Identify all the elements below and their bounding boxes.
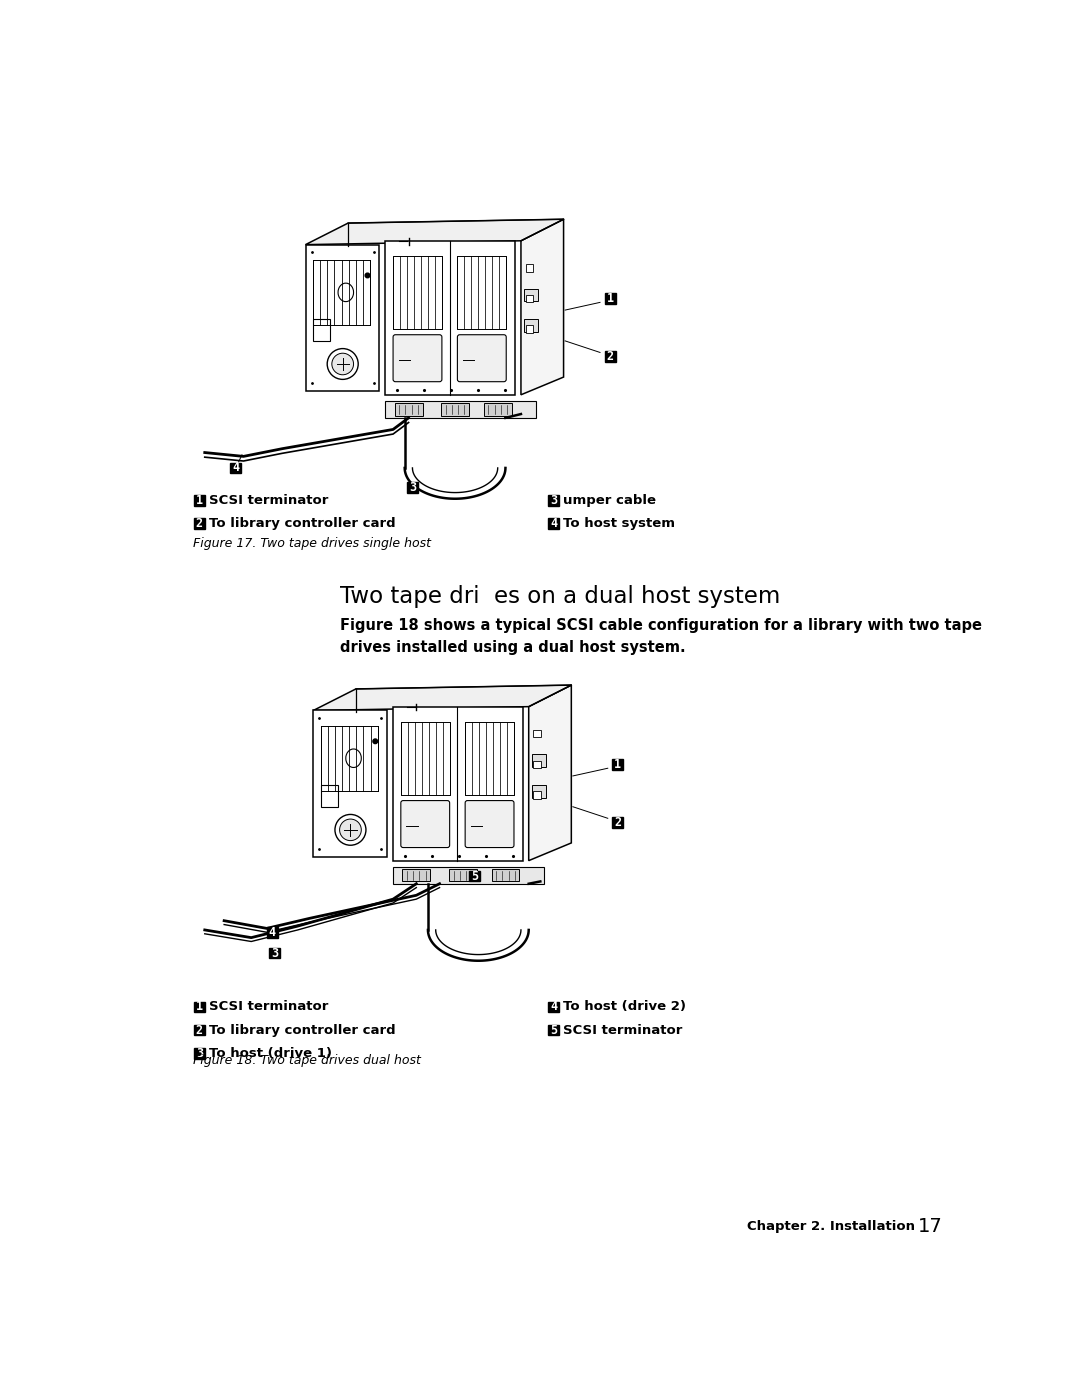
Text: 1: 1: [195, 1000, 203, 1013]
Bar: [605, 293, 616, 305]
Bar: [194, 495, 205, 506]
Polygon shape: [521, 219, 564, 395]
Bar: [534, 791, 541, 799]
Bar: [386, 401, 537, 418]
Text: umper cable: umper cable: [563, 493, 656, 507]
Bar: [269, 947, 280, 958]
Text: drives installed using a dual host system.: drives installed using a dual host syste…: [340, 640, 686, 655]
Text: To host system: To host system: [563, 517, 675, 529]
Bar: [524, 289, 538, 300]
Bar: [306, 244, 379, 391]
Bar: [612, 759, 623, 770]
Text: Figure 18. Two tape drives dual host: Figure 18. Two tape drives dual host: [193, 1053, 421, 1067]
Bar: [531, 754, 545, 767]
Text: 1: 1: [607, 292, 613, 305]
FancyBboxPatch shape: [458, 335, 507, 381]
Text: Two tape dri  es on a dual host system: Two tape dri es on a dual host system: [340, 585, 781, 608]
Bar: [469, 870, 480, 882]
Bar: [441, 404, 469, 415]
Bar: [526, 326, 534, 334]
Text: Chapter 2. Installation: Chapter 2. Installation: [747, 1220, 915, 1234]
Polygon shape: [313, 685, 571, 711]
Polygon shape: [529, 685, 571, 861]
Text: 17: 17: [918, 1217, 943, 1236]
Text: 5: 5: [550, 1024, 557, 1037]
Polygon shape: [306, 219, 564, 244]
Bar: [548, 1002, 559, 1013]
Text: To library controller card: To library controller card: [208, 517, 395, 529]
Bar: [526, 264, 534, 271]
Text: Figure 18 shows a typical SCSI cable configuration for a library with two tape: Figure 18 shows a typical SCSI cable con…: [340, 617, 983, 633]
Text: To host (drive 2): To host (drive 2): [563, 1000, 686, 1013]
Bar: [194, 1002, 205, 1013]
Circle shape: [335, 814, 366, 845]
Circle shape: [365, 274, 369, 278]
Bar: [194, 518, 205, 529]
Bar: [393, 707, 523, 861]
Text: 3: 3: [271, 947, 278, 960]
Text: 1: 1: [195, 493, 203, 507]
Text: 3: 3: [550, 493, 557, 507]
FancyBboxPatch shape: [465, 800, 514, 848]
Text: 4: 4: [269, 926, 275, 939]
Bar: [484, 404, 512, 415]
Bar: [534, 760, 541, 768]
Bar: [394, 404, 422, 415]
Text: 3: 3: [195, 1046, 203, 1060]
Text: SCSI terminator: SCSI terminator: [208, 493, 328, 507]
Text: 3: 3: [409, 481, 416, 493]
Text: 1: 1: [615, 759, 621, 771]
Bar: [321, 785, 338, 806]
Text: To host (drive 1): To host (drive 1): [208, 1046, 332, 1060]
Bar: [267, 926, 278, 937]
Circle shape: [373, 739, 378, 743]
Bar: [407, 482, 418, 493]
Bar: [548, 518, 559, 529]
Bar: [531, 785, 545, 798]
Bar: [313, 711, 387, 856]
FancyBboxPatch shape: [393, 335, 442, 381]
Text: 4: 4: [550, 1000, 557, 1013]
FancyBboxPatch shape: [401, 800, 449, 848]
Text: SCSI terminator: SCSI terminator: [208, 1000, 328, 1013]
Bar: [230, 462, 241, 474]
Bar: [548, 495, 559, 506]
Bar: [449, 869, 476, 882]
Bar: [313, 320, 330, 341]
Bar: [194, 1048, 205, 1059]
Circle shape: [332, 353, 353, 374]
Bar: [491, 869, 519, 882]
Bar: [386, 240, 515, 395]
Bar: [534, 729, 541, 738]
Bar: [524, 320, 538, 331]
Bar: [605, 351, 616, 362]
Text: 4: 4: [550, 517, 557, 529]
Text: To library controller card: To library controller card: [208, 1024, 395, 1037]
Bar: [548, 1024, 559, 1035]
Bar: [526, 295, 534, 302]
Text: 5: 5: [471, 869, 478, 883]
Bar: [612, 817, 623, 827]
Bar: [465, 722, 514, 795]
Text: 2: 2: [607, 349, 613, 363]
Bar: [401, 722, 449, 795]
Text: 2: 2: [195, 517, 203, 529]
Bar: [458, 256, 507, 330]
Text: 2: 2: [195, 1024, 203, 1037]
Bar: [403, 869, 430, 882]
Text: 4: 4: [232, 461, 240, 475]
Text: 2: 2: [615, 816, 621, 828]
Circle shape: [339, 819, 362, 841]
Circle shape: [327, 349, 359, 380]
Text: Figure 17. Two tape drives single host: Figure 17. Two tape drives single host: [193, 538, 431, 550]
Text: SCSI terminator: SCSI terminator: [563, 1024, 683, 1037]
Bar: [393, 256, 442, 330]
Bar: [393, 866, 544, 884]
Bar: [194, 1024, 205, 1035]
